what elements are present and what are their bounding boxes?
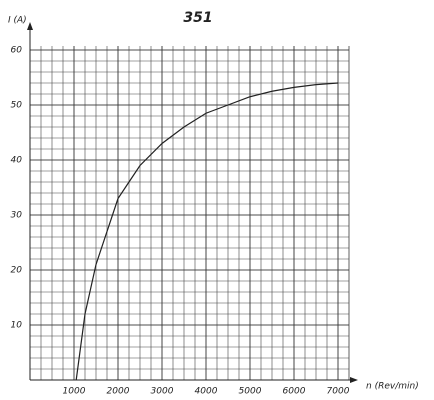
line-series xyxy=(75,82,339,381)
y-tick-label: 30 xyxy=(11,211,23,221)
x-tick-label: 6000 xyxy=(283,387,306,397)
y-tick-label: 10 xyxy=(11,321,23,331)
x-tick-label: 7000 xyxy=(327,387,350,397)
grid xyxy=(30,46,350,380)
y-axis-arrow xyxy=(27,22,33,30)
x-axis-label: n (Rev/min) xyxy=(366,382,419,392)
x-tick-label: 3000 xyxy=(151,387,174,397)
y-tick-label: 50 xyxy=(11,101,23,111)
x-axis-arrow xyxy=(350,377,358,383)
y-axis-label: I (A) xyxy=(8,16,27,26)
y-tick-label: 60 xyxy=(11,46,23,56)
y-tick-label: 20 xyxy=(11,266,23,276)
x-tick-label: 5000 xyxy=(239,387,262,397)
x-tick-label: 4000 xyxy=(195,387,218,397)
chart-title: 351 xyxy=(183,10,212,26)
y-tick-label: 40 xyxy=(11,156,23,166)
x-tick-label: 1000 xyxy=(63,387,86,397)
x-tick-label: 2000 xyxy=(107,387,130,397)
